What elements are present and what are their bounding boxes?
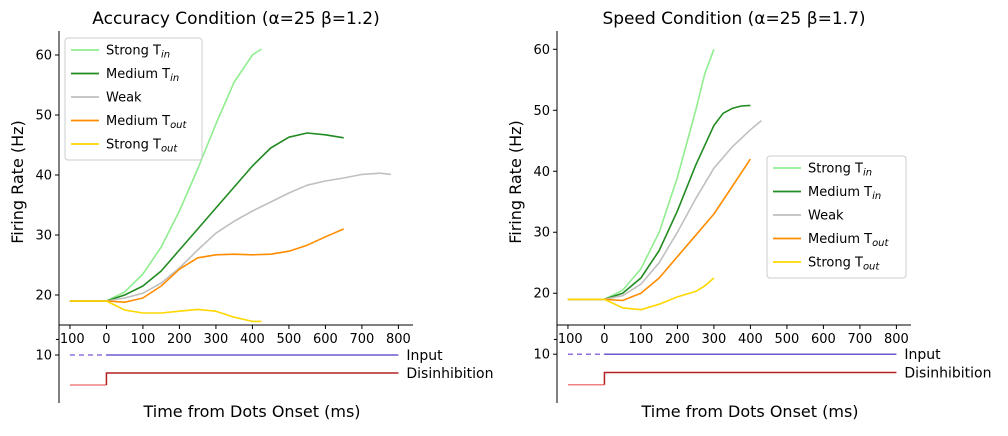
y-tick-label: 40 — [35, 169, 52, 184]
chart-panel-1: Accuracy Condition (α=25 β=1.2) 10 20 30 40 5… — [8, 9, 493, 421]
x-axis-label: Time from Dots Onset (ms) — [640, 402, 858, 421]
legend-box — [64, 37, 203, 161]
x-tick-label: 100 — [629, 332, 654, 347]
legend-entry: Strong Tin — [106, 44, 170, 61]
y-tick-label: 60 — [533, 43, 550, 58]
x-tick-label: 100 — [131, 332, 156, 347]
y-axis-label: Firing Rate (Hz) — [506, 120, 525, 244]
x-tick-label: 200 — [167, 332, 192, 347]
x-tick-label: 400 — [240, 332, 265, 347]
x-tick-label: 800 — [884, 332, 909, 347]
x-tick-label: 300 — [702, 332, 727, 347]
disinhibition-trace — [603, 371, 897, 385]
legend: Strong Tin Medium Tin Weak Medium Tout Stron… — [766, 155, 907, 279]
legend-entry: Medium Tout — [106, 114, 188, 131]
disinhibition-label: Disinhibition — [406, 366, 493, 382]
legend-entry: Medium Tin — [106, 67, 179, 84]
x-tick-label: 500 — [277, 332, 302, 347]
x-tick-label: -100 — [553, 332, 583, 347]
y-tick-label: 10 — [35, 349, 52, 364]
series-line-1 — [69, 48, 262, 302]
x-tick-label: 200 — [665, 332, 690, 347]
chart-panel-2: Speed Condition (α=25 β=1.7) 10 20 30 40 50 60… — [506, 9, 991, 421]
chart-title: Accuracy Condition (α=25 β=1.2) — [92, 9, 379, 29]
x-tick-label: 700 — [847, 332, 872, 347]
legend-entry: Weak — [808, 209, 844, 224]
chart-title: Speed Condition (α=25 β=1.7) — [602, 9, 865, 29]
x-tick-label: -100 — [55, 332, 85, 347]
series-line-5 — [69, 300, 262, 323]
y-tick-label: 20 — [35, 289, 52, 304]
series-line-2 — [567, 104, 751, 301]
x-tick-label: 400 — [738, 332, 763, 347]
legend-entry: Medium Tin — [808, 185, 881, 202]
x-tick-label: 700 — [349, 332, 374, 347]
series-line-3 — [567, 119, 762, 301]
legend-entry: Weak — [106, 91, 142, 106]
input-label: Input — [904, 347, 941, 363]
y-tick-label: 60 — [35, 49, 52, 64]
y-tick-label: 30 — [35, 229, 52, 244]
x-tick-label: 600 — [313, 332, 338, 347]
legend-entry: Strong Tin — [808, 162, 872, 179]
y-tick-label: 10 — [533, 348, 550, 363]
y-tick-label: 50 — [35, 109, 52, 124]
y-tick-label: 20 — [533, 287, 550, 302]
y-tick-label: 30 — [533, 226, 550, 241]
x-tick-label: 800 — [386, 332, 411, 347]
y-axis-label: Firing Rate (Hz) — [8, 120, 27, 244]
x-tick-label: 0 — [102, 332, 110, 347]
input-label: Input — [406, 348, 443, 364]
series-line-5 — [567, 277, 715, 311]
disinhibition-trace — [105, 372, 399, 385]
x-tick-label: 0 — [600, 332, 608, 347]
series-line-3 — [69, 172, 392, 302]
disinhibition-label: Disinhibition — [904, 366, 991, 382]
series-line-1 — [567, 49, 715, 301]
y-tick-label: 40 — [533, 165, 550, 180]
y-tick-label: 50 — [533, 104, 550, 119]
legend: Strong Tin Medium Tin Weak Medium Tout Stron… — [64, 37, 203, 161]
series-line-2 — [69, 132, 344, 302]
series-line-4 — [567, 158, 752, 302]
legend-entry: Strong Tout — [808, 256, 880, 273]
x-axis-label: Time from Dots Onset (ms) — [142, 402, 360, 421]
x-tick-label: 500 — [775, 332, 800, 347]
legend-entry: Medium Tout — [808, 232, 890, 249]
legend-entry: Strong Tout — [106, 138, 178, 155]
legend-box — [766, 155, 907, 279]
x-tick-label: 600 — [811, 332, 836, 347]
x-tick-label: 300 — [204, 332, 229, 347]
series-line-4 — [69, 228, 345, 303]
